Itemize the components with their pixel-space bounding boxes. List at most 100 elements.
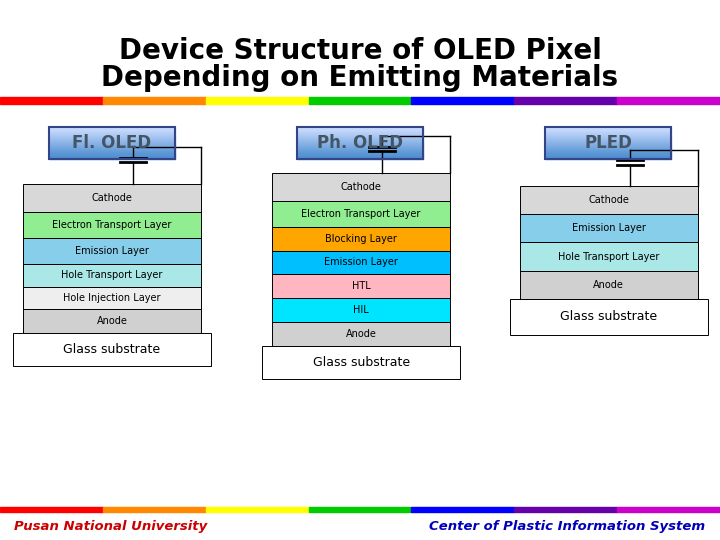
Bar [49,151,174,152]
Bar [546,156,671,157]
Bar [272,322,450,346]
Bar [49,142,174,143]
Bar [49,154,174,156]
Bar [23,238,201,264]
Text: Anode: Anode [96,316,127,326]
Bar [49,135,174,136]
Bar [49,130,174,131]
Bar [411,97,514,104]
Bar [297,158,423,159]
Bar [49,148,174,150]
Text: HTL: HTL [351,281,371,291]
Bar [206,97,309,104]
Bar [49,127,174,159]
Text: Anode: Anode [346,329,377,339]
Bar [49,129,174,130]
Bar [297,135,423,136]
Bar [546,147,671,149]
Bar [297,150,423,151]
Bar [297,156,423,157]
Bar [297,133,423,134]
Bar [546,133,671,134]
Bar [546,139,671,140]
Bar [297,137,423,138]
Bar [49,141,174,142]
Bar [546,138,671,139]
Bar [297,136,423,137]
Bar [297,142,423,143]
Text: Cathode: Cathode [341,182,382,192]
Bar [23,309,201,333]
Text: PLED: PLED [585,134,632,152]
Text: Hole Transport Layer: Hole Transport Layer [61,271,163,280]
Bar [272,298,450,322]
Bar [23,287,201,309]
Bar [103,97,206,104]
Bar [309,507,411,512]
Text: Emission Layer: Emission Layer [572,224,646,233]
Bar [49,132,174,133]
Bar [546,137,671,138]
Bar [546,127,671,129]
Bar [297,144,423,145]
Bar [49,153,174,154]
Text: Depending on Emitting Materials: Depending on Emitting Materials [102,64,618,92]
Bar [297,134,423,135]
Bar [49,158,174,159]
Text: Hole Transport Layer: Hole Transport Layer [558,252,660,261]
Bar [520,214,698,242]
Bar [49,150,174,151]
Bar [272,251,450,274]
Bar [49,152,174,153]
Bar [0,97,103,104]
Bar [49,136,174,137]
Text: Electron Transport Layer: Electron Transport Layer [53,220,171,229]
Bar [297,131,423,132]
Text: Pusan National University: Pusan National University [14,520,207,533]
Bar [297,129,423,130]
Bar [546,127,671,159]
Bar [297,157,423,158]
Bar [546,152,671,153]
Bar [297,141,423,142]
Text: Blocking Layer: Blocking Layer [325,234,397,244]
Bar [411,507,514,512]
Bar [49,138,174,139]
Bar [262,346,460,379]
Bar [617,97,720,104]
Bar [514,97,617,104]
Bar [297,152,423,153]
Bar [297,127,423,159]
Bar [272,173,450,201]
Bar [546,129,671,130]
Text: Emission Layer: Emission Layer [324,258,398,267]
Text: Glass substrate: Glass substrate [560,310,657,323]
Bar [297,139,423,140]
Bar [206,507,309,512]
Bar [546,157,671,158]
Bar [520,186,698,214]
Bar [546,150,671,151]
Bar [617,507,720,512]
Bar [49,147,174,149]
Text: Fl. OLED: Fl. OLED [72,134,151,152]
Bar [546,131,671,132]
Bar [546,144,671,145]
Bar [49,134,174,135]
Bar [297,147,423,149]
Bar [297,132,423,133]
Bar [297,130,423,131]
Bar [546,140,671,141]
Bar [546,146,671,147]
Bar [49,143,174,144]
Bar [546,148,671,150]
Bar [13,333,211,366]
Bar [297,148,423,150]
Bar [272,274,450,298]
Bar [546,158,671,159]
Bar [103,507,206,512]
Bar [297,140,423,141]
Bar [49,156,174,157]
Bar [520,271,698,299]
Bar [546,141,671,142]
